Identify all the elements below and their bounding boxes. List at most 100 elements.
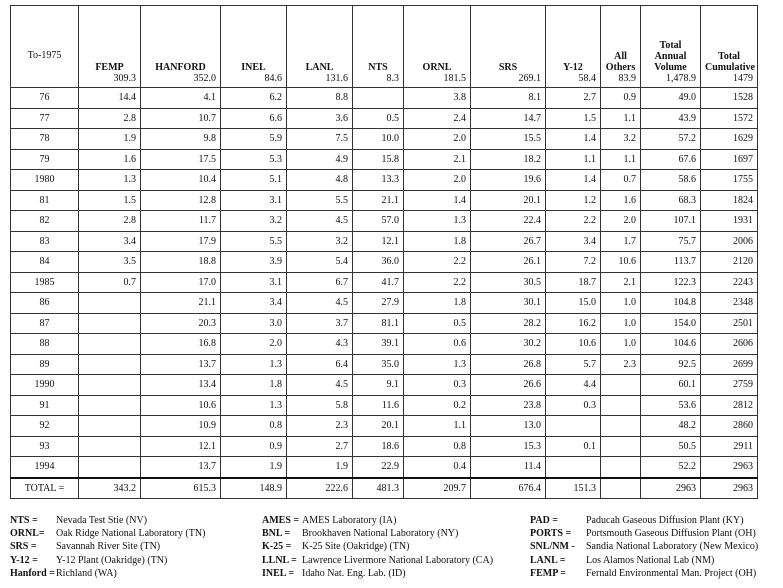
cell: 1.4 xyxy=(403,189,471,211)
column-name: ORNL xyxy=(422,62,452,73)
cell: 0.5 xyxy=(403,312,471,334)
cell: 8.1 xyxy=(470,87,546,109)
column-baseline: 181.5 xyxy=(443,73,467,84)
cell: 3.2 xyxy=(220,210,287,232)
cell: 6.7 xyxy=(286,271,353,293)
legend-column: AMES = AMES Laboratory (IA) BNL = Brookhave… xyxy=(262,514,493,580)
cell: 4.3 xyxy=(286,333,353,355)
cell: 6.6 xyxy=(220,107,287,129)
cell: 26.8 xyxy=(470,353,546,375)
cell: 1.8 xyxy=(220,374,287,396)
legend-entry: SRS = Savannah River Site (TN) xyxy=(10,540,205,553)
cell xyxy=(78,456,141,478)
cell: 0.7 xyxy=(600,169,641,191)
column-name: LANL xyxy=(305,62,334,73)
cell: 1.1 xyxy=(600,148,641,170)
legend-text: AMES Laboratory (IA) xyxy=(302,515,397,526)
column-name: HANFORD xyxy=(155,62,206,73)
row-label: 84 xyxy=(10,251,79,273)
cell xyxy=(600,415,641,437)
column-header: Total Annual Volume 1,478.9 xyxy=(640,5,701,88)
cell: 57.0 xyxy=(352,210,404,232)
row-label: 79 xyxy=(10,148,79,170)
column-name: Y-12 xyxy=(563,62,583,73)
column-baseline: 84.6 xyxy=(264,73,283,84)
cell: 1.3 xyxy=(403,210,471,232)
cell: 2.0 xyxy=(220,333,287,355)
column-name: INEL xyxy=(241,62,266,73)
cell: 9.8 xyxy=(140,128,221,150)
cell: 2.1 xyxy=(403,148,471,170)
table-row: 89 13.7 1.3 6.4 35.0 1.3 26.8 5.7 2.3 92.5 2699 xyxy=(10,353,758,375)
cell: 3.5 xyxy=(78,251,141,273)
cell: 481.3 xyxy=(352,476,404,499)
table-row: 92 10.9 0.8 2.3 20.1 1.1 13.0 48.2 2860 xyxy=(10,415,758,437)
cell: 30.5 xyxy=(470,271,546,293)
cell: 1.9 xyxy=(286,456,353,478)
cell: 3.0 xyxy=(220,312,287,334)
row-label: 93 xyxy=(10,435,79,457)
cell: 26.6 xyxy=(470,374,546,396)
cell: 17.0 xyxy=(140,271,221,293)
cell: 18.8 xyxy=(140,251,221,273)
cell: 1.3 xyxy=(220,394,287,416)
cell: 2812 xyxy=(700,394,758,416)
cell: 20.1 xyxy=(470,189,546,211)
cell: 3.2 xyxy=(600,128,641,150)
cell: 0.5 xyxy=(352,107,404,129)
cell: 2243 xyxy=(700,271,758,293)
cell: 3.4 xyxy=(78,230,141,252)
cell: 5.9 xyxy=(220,128,287,150)
cell: 15.5 xyxy=(470,128,546,150)
legend-abbr: NTS = xyxy=(10,515,38,526)
cell: 15.8 xyxy=(352,148,404,170)
cell: 1931 xyxy=(700,210,758,232)
cell: 148.9 xyxy=(220,476,287,499)
cell: 2911 xyxy=(700,435,758,457)
cell: 27.9 xyxy=(352,292,404,314)
cell xyxy=(78,415,141,437)
cell xyxy=(78,333,141,355)
table-row: 1990 13.4 1.8 4.5 9.1 0.3 26.6 4.4 60.1 2759 xyxy=(10,374,758,396)
row-label: 86 xyxy=(10,292,79,314)
cell: 35.0 xyxy=(352,353,404,375)
cell: 0.2 xyxy=(403,394,471,416)
row-label: 77 xyxy=(10,107,79,129)
legend-text: K-25 Site (Oakridge) (TN) xyxy=(302,541,410,553)
cell: 15.0 xyxy=(545,292,601,314)
column-baseline: 58.4 xyxy=(578,73,597,84)
cell: 10.6 xyxy=(140,394,221,416)
cell: 23.8 xyxy=(470,394,546,416)
cell: 2.8 xyxy=(78,107,141,129)
cell xyxy=(352,87,404,109)
cell: 81.1 xyxy=(352,312,404,334)
cell: 0.3 xyxy=(403,374,471,396)
legend-entry: Y-12 = Y-12 Plant (Oakridge) (TN) xyxy=(10,554,205,567)
cell: 0.9 xyxy=(220,435,287,457)
cell: 3.2 xyxy=(286,230,353,252)
cell: 154.0 xyxy=(640,312,701,334)
cell: 4.4 xyxy=(545,374,601,396)
cell: 5.5 xyxy=(286,189,353,211)
cell: 2606 xyxy=(700,333,758,355)
cell: 2.0 xyxy=(403,169,471,191)
cell: 2963 xyxy=(700,456,758,478)
row-label: 78 xyxy=(10,128,79,150)
cell: 12.1 xyxy=(140,435,221,457)
cell xyxy=(600,476,641,499)
table-row: 1994 13.7 1.9 1.9 22.9 0.4 11.4 52.2 2963 xyxy=(10,456,758,478)
cell: 10.7 xyxy=(140,107,221,129)
legend-abbr: LANL = xyxy=(530,554,566,566)
cell: 30.2 xyxy=(470,333,546,355)
legend-text: Brookhaven National Laboratory (NY) xyxy=(302,528,459,540)
cell: 11.7 xyxy=(140,210,221,232)
cell: 9.1 xyxy=(352,374,404,396)
cell: 10.9 xyxy=(140,415,221,437)
cell: 2.2 xyxy=(403,271,471,293)
legend-text: Sandia National Laboratory (New Mexico) xyxy=(586,541,759,553)
cell: 151.3 xyxy=(545,476,601,499)
cell xyxy=(78,374,141,396)
cell: 50.5 xyxy=(640,435,701,457)
row-label: TOTAL = xyxy=(10,476,79,499)
legend-entry: SNL/NM - Sandia National Laboratory (New … xyxy=(530,540,758,553)
